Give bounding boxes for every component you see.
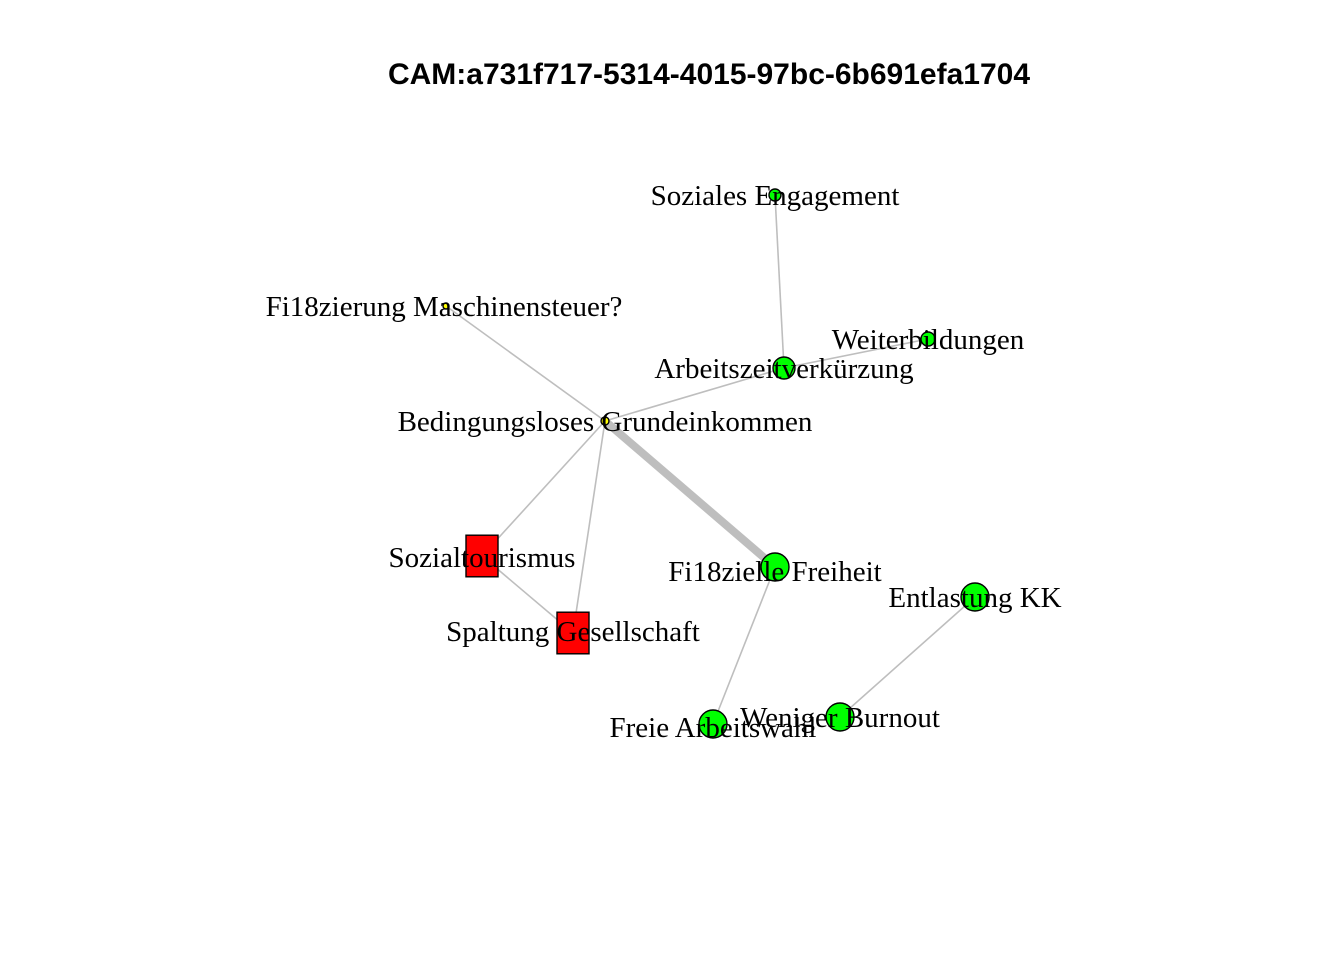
node-spaltung (556, 611, 590, 655)
node-entlastung (960, 582, 990, 612)
node-burnout (825, 702, 855, 732)
node-label-entlastung: Entlastung KK (888, 582, 1061, 614)
edge-arbeitszeit-bge (604, 367, 785, 422)
edge-fi18zierung-bge (445, 305, 606, 422)
node-arbeitszeit (772, 356, 796, 380)
nodes-layer (442, 188, 990, 739)
edge-entlastung-burnout (839, 596, 976, 718)
node-label-spaltung: Spaltung Gesellschaft (446, 616, 700, 648)
node-label-fi18zielle: Fi18zielle Freiheit (668, 556, 881, 588)
labels-layer: Soziales Engagement Fi18zierung Maschinen… (266, 180, 1062, 744)
node-arbeitswahl (698, 709, 728, 739)
edge-arbeitszeit-weiterbildungen (783, 338, 929, 369)
edge-soziales-arbeitszeit (774, 194, 785, 369)
node-bge (600, 416, 610, 426)
node-label-arbeitszeit: Arbeitszeitverkürzung (654, 353, 913, 385)
node-label-soziales: Soziales Engagement (651, 180, 900, 212)
node-label-burnout: Weniger Burnout (740, 702, 940, 734)
node-label-sozialtourismus: Sozialtourismus (389, 542, 576, 574)
edge-bge-fi18zielle (602, 417, 778, 571)
node-sozialtourismus (465, 534, 499, 578)
node-fi18zielle (760, 552, 790, 582)
node-label-bge: Bedingungsloses Grundeinkommen (398, 406, 813, 438)
node-weiterbildungen (920, 331, 936, 347)
node-label-arbeitswahl: Freie Arbeitswahl (610, 712, 817, 744)
diagram-title: CAM:a731f717-5314-4015-97bc-6b691efa1704 (387, 58, 1031, 91)
node-fi18zierung (442, 302, 450, 310)
edge-fi18zielle-arbeitswahl (712, 566, 776, 725)
edge-bge-sozialtourismus (481, 420, 606, 557)
node-soziales (768, 188, 782, 202)
node-label-weiterbildungen: Weiterbildungen (832, 324, 1025, 356)
node-label-fi18zierung: Fi18zierung Maschinensteuer? (266, 291, 623, 323)
edge-bge-spaltung (572, 420, 606, 634)
